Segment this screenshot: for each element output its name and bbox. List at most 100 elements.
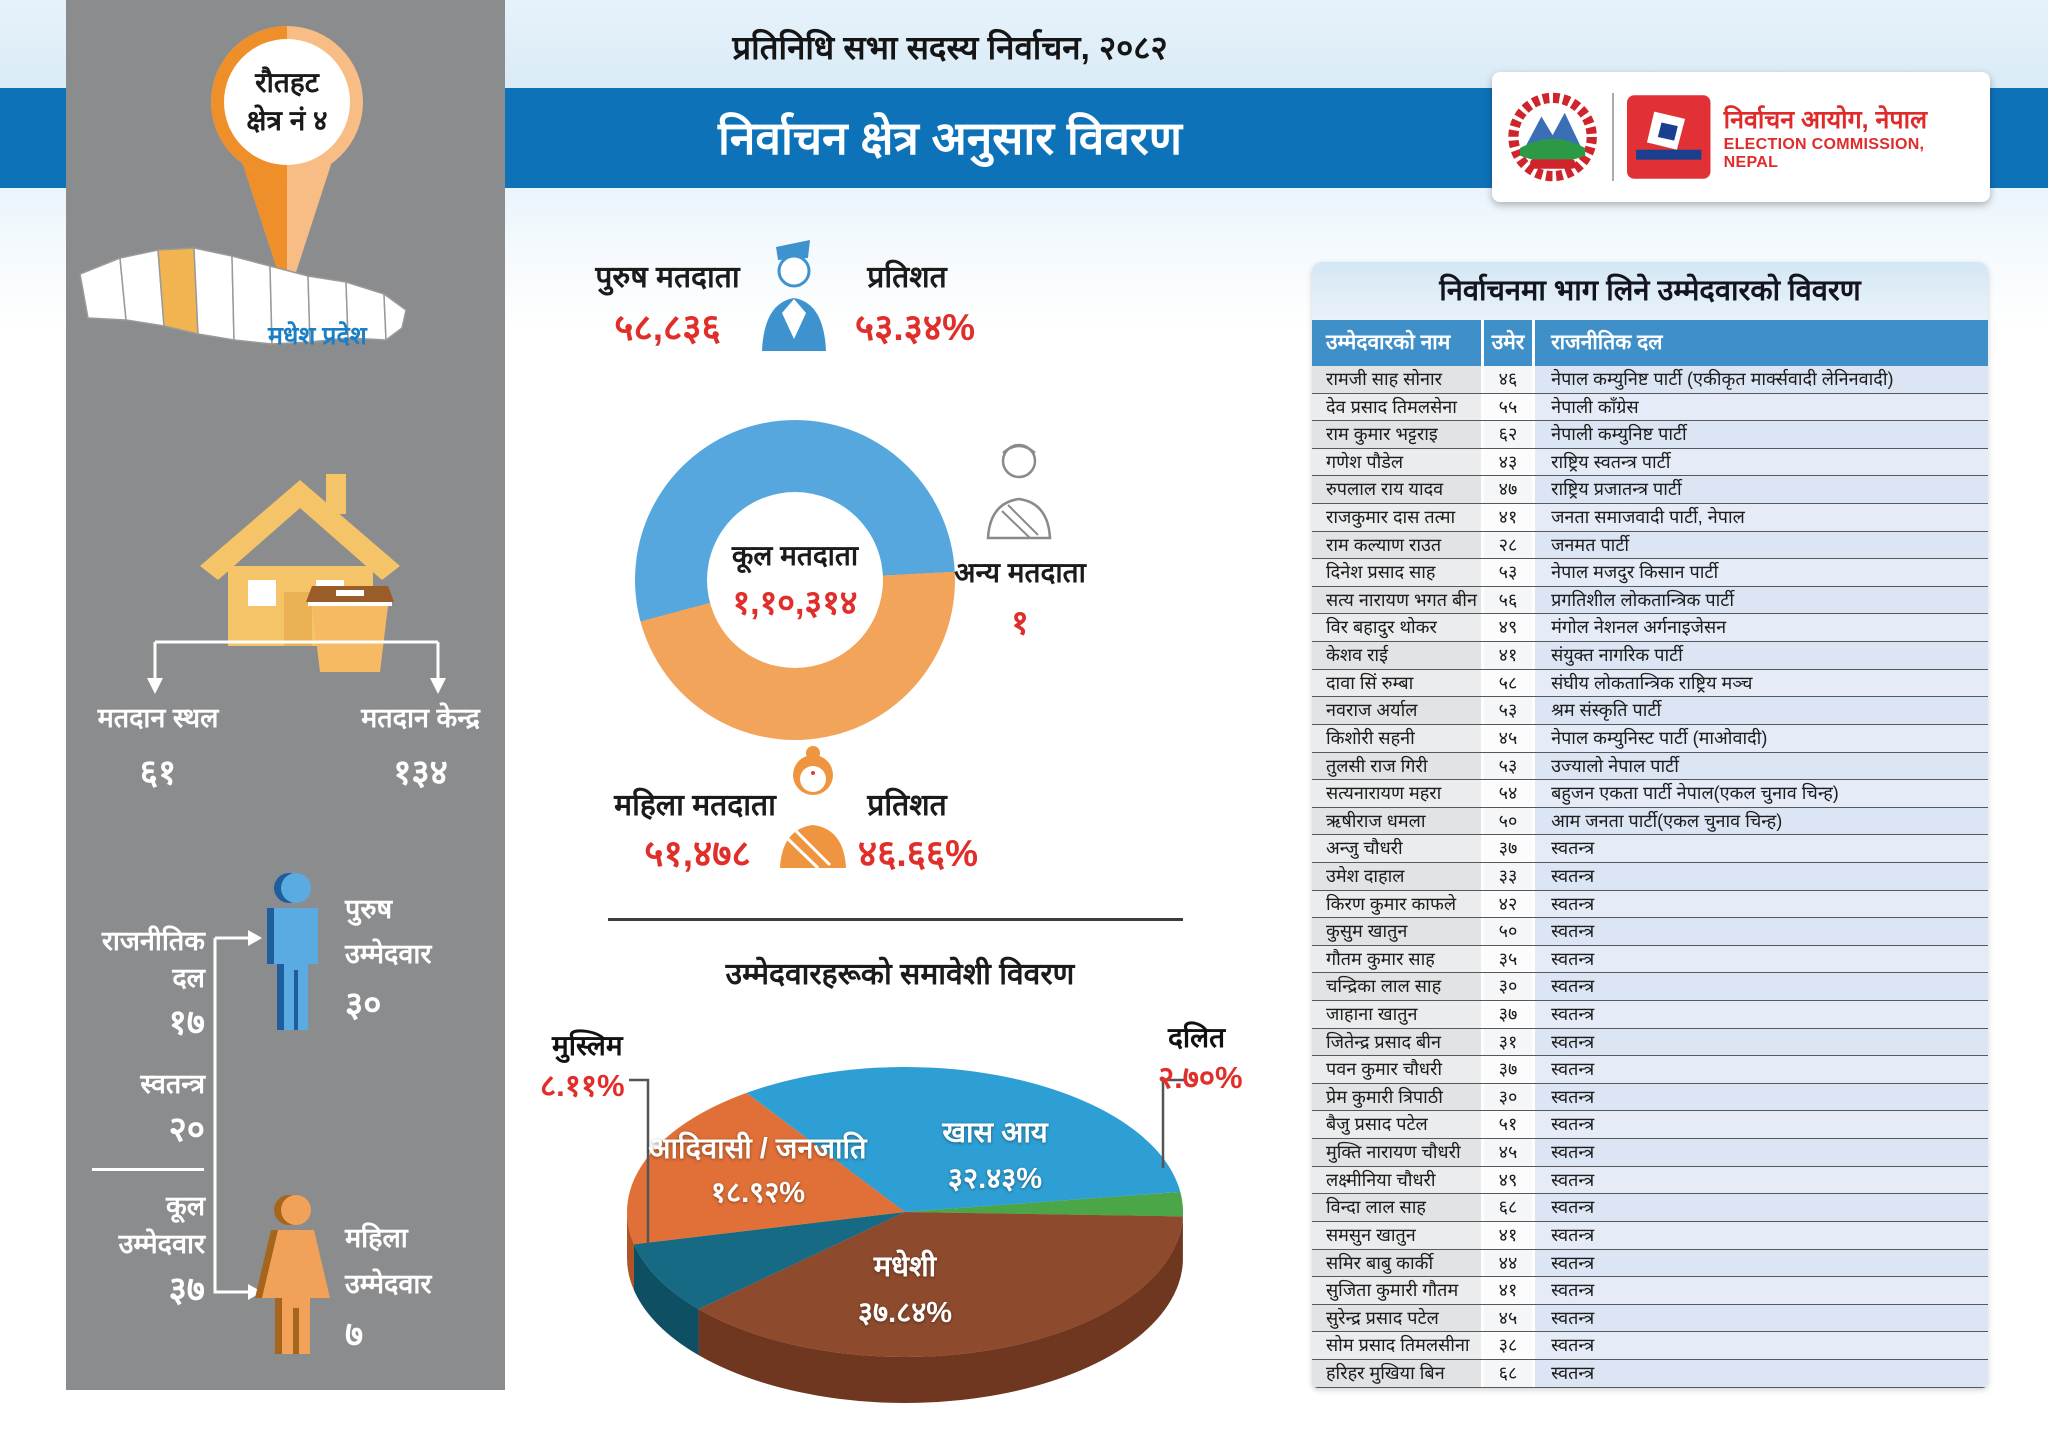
table-row: सुरेन्द्र प्रसाद पटेल ४५ स्वतन्त्र: [1312, 1304, 1988, 1333]
candidate-party: राष्ट्रिय प्रजातन्त्र पार्टी: [1535, 476, 1988, 504]
candidate-name: जाहाना खातुन: [1312, 1001, 1481, 1028]
table-row: तुलसी राज गिरी ५३ उज्यालो नेपाल पार्टी: [1312, 752, 1988, 781]
candidate-age: ५०: [1481, 807, 1536, 835]
candidate-table-header: उम्मेदवारको नाम उमेर राजनीतिक दल: [1312, 320, 1988, 366]
candidate-arrows: [213, 930, 262, 1300]
candidate-party: स्वतन्त्र: [1535, 1139, 1988, 1166]
candidate-name: विन्दा लाल साह: [1312, 1194, 1481, 1221]
political-party-label-2: दल: [172, 963, 205, 993]
table-row: रामजी साह सोनार ४६ नेपाल कम्युनिष्ट पार्टी…: [1312, 366, 1988, 394]
candidate-name: प्रेम कुमारी त्रिपाठी: [1312, 1083, 1481, 1111]
table-row: समसुन खातुन ४१ स्वतन्त्र: [1312, 1221, 1988, 1250]
candidate-age: ६८: [1481, 1194, 1536, 1221]
candidate-name: सुरेन्द्र प्रसाद पटेल: [1312, 1304, 1481, 1332]
table-row: समिर बाबु कार्की ४४ स्वतन्त्र: [1312, 1249, 1988, 1278]
candidate-age: ३३: [1481, 862, 1536, 890]
candidate-party: स्वतन्त्र: [1535, 1028, 1988, 1056]
candidate-name: लक्ष्मीनिया चौधरी: [1312, 1166, 1481, 1194]
table-row: विन्दा लाल साह ६८ स्वतन्त्र: [1312, 1194, 1988, 1222]
table-row: सुजिता कुमारी गौतम ४१ स्वतन्त्र: [1312, 1277, 1988, 1305]
page-title: निर्वाचन क्षेत्र अनुसार विवरण: [717, 112, 1183, 164]
table-row: कुसुम खातुन ५० स्वतन्त्र: [1312, 918, 1988, 946]
candidate-age: ४६: [1481, 366, 1536, 393]
candidate-party: आम जनता पार्टी(एकल चुनाव चिन्ह): [1535, 807, 1988, 835]
candidate-party: स्वतन्त्र: [1535, 1166, 1988, 1194]
female-voter-value: ५१,४७८: [644, 833, 751, 874]
election-commission-logo-icon: [1627, 95, 1711, 179]
candidate-party: स्वतन्त्र: [1535, 1056, 1988, 1083]
candidate-age: ४२: [1481, 890, 1536, 918]
logo-divider: [1612, 93, 1615, 181]
male-voter-icon: [762, 240, 826, 351]
table-row: प्रेम कुमारी त्रिपाठी ३० स्वतन्त्र: [1312, 1083, 1988, 1112]
candidate-age: ३७: [1481, 1001, 1536, 1028]
candidate-name: उमेश दाहाल: [1312, 862, 1481, 890]
male-candidate-count: ३०: [345, 985, 382, 1024]
candidate-name: रामजी साह सोनार: [1312, 366, 1481, 393]
total-candidate-count: ३७: [168, 1270, 205, 1309]
polling-centre-value: १३४: [393, 753, 448, 792]
table-row: सत्यनारायण महरा ५४ बहुजन एकता पार्टी नेपाल…: [1312, 780, 1988, 808]
other-voter-label: अन्य मतदाता: [954, 557, 1086, 588]
candidate-name: तुलसी राज गिरी: [1312, 752, 1481, 780]
pie-label-adivasi: आदिवासी / जनजाति: [648, 1133, 867, 1165]
candidate-party: जनमत पार्टी: [1535, 531, 1988, 559]
candidate-age: ३८: [1481, 1332, 1536, 1359]
candidate-age: ५०: [1481, 918, 1536, 945]
candidate-rows: रामजी साह सोनार ४६ नेपाल कम्युनिष्ट पार्टी…: [1312, 366, 1988, 1388]
candidate-name: दावा सिं रुम्बा: [1312, 669, 1481, 697]
female-voter-label: महिला मतदाता: [614, 789, 776, 822]
candidate-table-title: निर्वाचनमा भाग लिने उम्मेदवारको विवरण: [1312, 262, 1988, 320]
pie-label-dalit: दलित: [1168, 1022, 1226, 1053]
pie-pct-adivasi: १८.९२%: [710, 1177, 806, 1209]
candidate-party: श्रम संस्कृति पार्टी: [1535, 697, 1988, 724]
section-divider: [608, 918, 1183, 921]
male-pct-label: प्रतिशत: [867, 261, 947, 294]
candidate-name: समसुन खातुन: [1312, 1221, 1481, 1249]
candidate-party: उज्यालो नेपाल पार्टी: [1535, 752, 1988, 780]
table-row: जाहाना खातुन ३७ स्वतन्त्र: [1312, 1001, 1988, 1029]
candidate-name: किशोरी सहनी: [1312, 724, 1481, 752]
candidate-name: बैजु प्रसाद पटेल: [1312, 1111, 1481, 1139]
table-row: देव प्रसाद तिमलसेना ५५ नेपाली काँग्रेस: [1312, 393, 1988, 422]
candidate-age: ५६: [1481, 586, 1536, 614]
candidate-name: विर बहादुर थोकर: [1312, 614, 1481, 642]
candidate-name: सत्यनारायण महरा: [1312, 780, 1481, 807]
candidate-age: ४५: [1481, 1139, 1536, 1166]
table-row: विर बहादुर थोकर ४९ मंगोल नेशनल अर्गनाइजेसन: [1312, 614, 1988, 643]
candidate-party: स्वतन्त्र: [1535, 918, 1988, 945]
pie-pct-khas: ३२.४३%: [947, 1163, 1043, 1195]
female-candidate-count: ७: [345, 1315, 364, 1354]
candidate-party: संयुक्त नागरिक पार्टी: [1535, 642, 1988, 669]
total-divider: [92, 1168, 204, 1171]
male-voter-value: ५८,८३६: [614, 307, 721, 348]
nepal-emblem-icon: [1508, 92, 1597, 182]
candidate-name: समिर बाबु कार्की: [1312, 1249, 1481, 1277]
candidate-party: राष्ट्रिय स्वतन्त्र पार्टी: [1535, 448, 1988, 476]
candidate-table-panel: निर्वाचनमा भाग लिने उम्मेदवारको विवरण उम…: [1312, 262, 1988, 1388]
table-row: राम कुमार भट्टराइ ६२ नेपाली कम्युनिष्ट पार…: [1312, 421, 1988, 449]
voter-donut-chart: कूल मतदाता १,१०,३१४: [635, 420, 955, 740]
female-candidate-label-1: महिला: [345, 1223, 408, 1253]
ballot-box-icon: [306, 586, 394, 672]
candidate-party: नेपाल मजदुर किसान पार्टी: [1535, 559, 1988, 586]
male-candidate-icon: [267, 873, 318, 1030]
header-candidate-name: उम्मेदवारको नाम: [1312, 320, 1481, 366]
candidate-party: नेपाली कम्युनिष्ट पार्टी: [1535, 421, 1988, 448]
candidate-age: ६८: [1481, 1359, 1536, 1387]
male-pct-value: ५३.३४%: [854, 307, 976, 348]
table-row: बैजु प्रसाद पटेल ५१ स्वतन्त्र: [1312, 1111, 1988, 1140]
other-voter-value: १: [1011, 604, 1029, 642]
dalit-leader-line: [1161, 1078, 1187, 1168]
pin-district-label: रौतहट: [254, 66, 320, 98]
candidate-name: मुक्ति नारायण चौधरी: [1312, 1139, 1481, 1166]
independent-count: २०: [168, 1110, 205, 1149]
candidate-party: स्वतन्त्र: [1535, 1249, 1988, 1277]
candidate-age: ५३: [1481, 559, 1536, 586]
candidate-age: ३१: [1481, 1028, 1536, 1056]
pie-pct-dalit: २.७०%: [1158, 1060, 1243, 1095]
table-row: किशोरी सहनी ४५ नेपाल कम्युनिस्ट पार्टी (मा…: [1312, 724, 1988, 753]
female-candidate-label-2: उम्मेदवार: [345, 1269, 432, 1299]
table-row: नवराज अर्याल ५३ श्रम संस्कृति पार्टी: [1312, 697, 1988, 725]
total-candidate-label-2: उम्मेदवार: [118, 1229, 205, 1259]
